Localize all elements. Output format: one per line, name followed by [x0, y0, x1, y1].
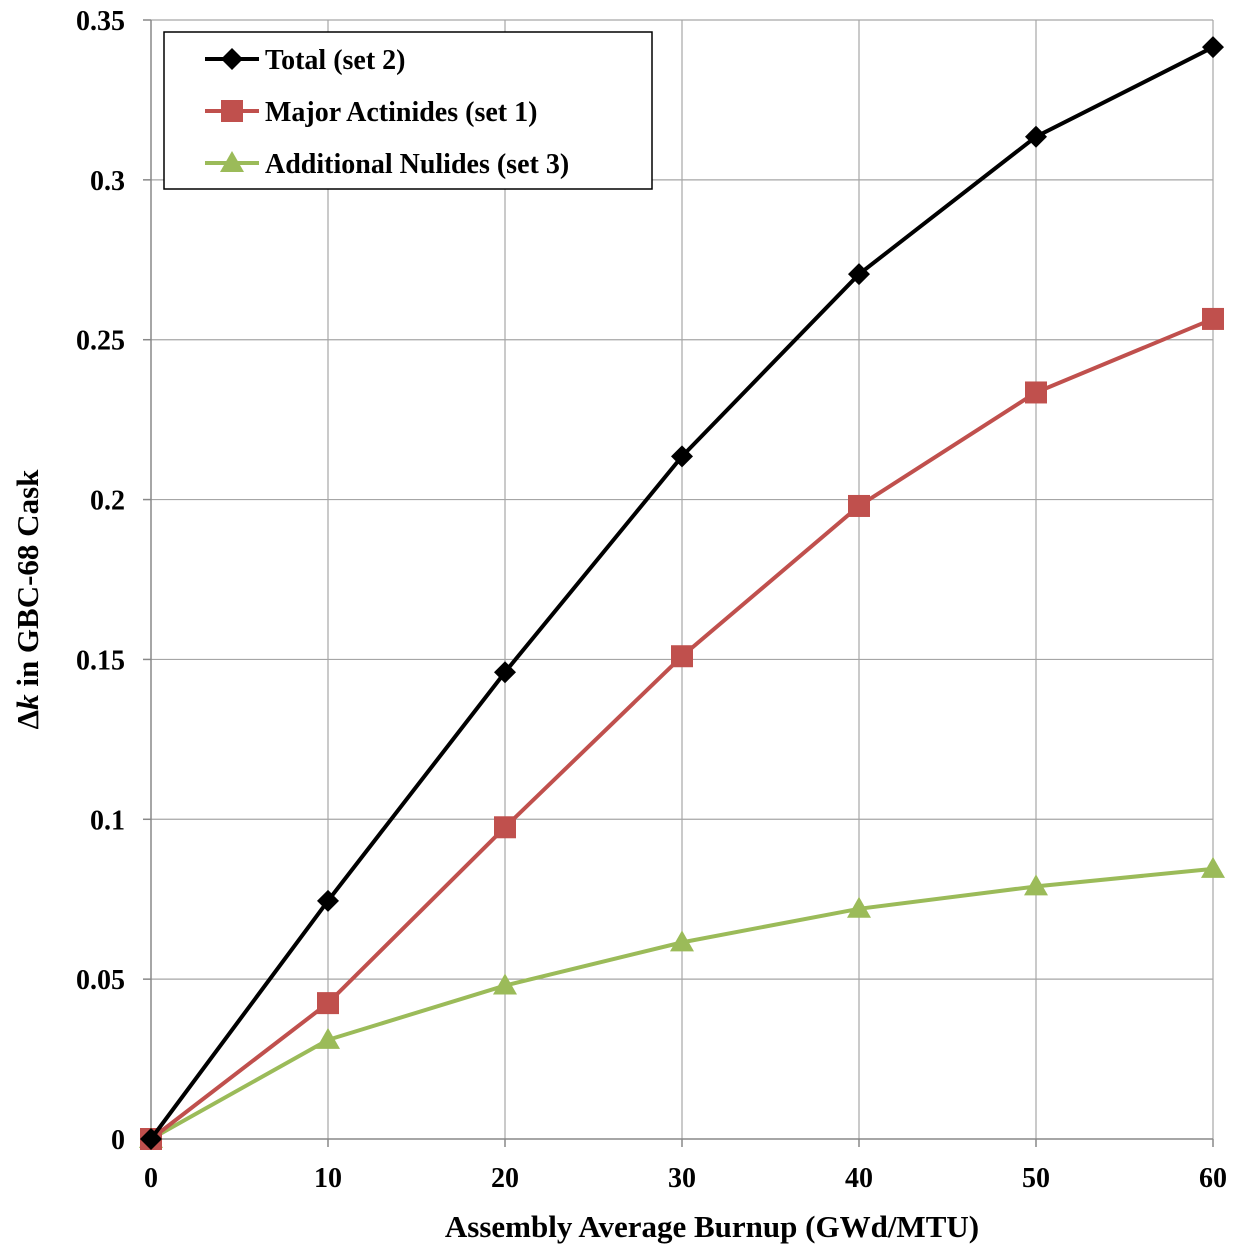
legend-marker-square — [221, 100, 243, 122]
data-point-diamond — [140, 1128, 162, 1150]
data-point-triangle — [670, 930, 694, 952]
y-tick-label: 0.05 — [76, 965, 125, 996]
y-tick-label: 0 — [111, 1125, 125, 1156]
data-point-triangle — [493, 973, 517, 995]
legend-entry: Additional Nulides (set 3) — [205, 149, 569, 180]
x-tick-label: 50 — [1022, 1163, 1050, 1194]
series-diamond — [140, 36, 1224, 1150]
y-tick-label: 0.15 — [76, 645, 125, 676]
data-point-triangle — [1201, 856, 1225, 878]
x-tick-label: 10 — [314, 1163, 342, 1194]
y-tick-label: 0.1 — [90, 805, 125, 836]
legend-entry: Total (set 2) — [205, 45, 406, 76]
data-point-square — [671, 645, 693, 668]
x-tick-label: 60 — [1199, 1163, 1227, 1194]
x-tick-label: 30 — [668, 1163, 696, 1194]
series-triangle — [139, 856, 1225, 1148]
data-point-diamond — [848, 263, 870, 286]
y-axis-title: Δk in GBC-68 Cask — [10, 469, 45, 729]
series-square — [140, 307, 1224, 1150]
legend-entry: Major Actinides (set 1) — [205, 97, 537, 128]
legend: Total (set 2) Major Actinides (set 1) Addi… — [163, 31, 653, 190]
data-point-square — [494, 816, 516, 839]
y-axis-title-variable: k — [10, 694, 45, 710]
data-point-diamond — [1025, 125, 1047, 148]
legend-label: Total (set 2) — [265, 45, 406, 76]
data-point-square — [1025, 381, 1047, 404]
x-tick-label: 20 — [491, 1163, 519, 1194]
data-point-square — [848, 494, 870, 517]
legend-label: Additional Nulides (set 3) — [265, 149, 569, 180]
series — [139, 36, 1225, 1150]
axes — [143, 19, 1214, 1147]
y-axis-title-suffix: in GBC-68 Cask — [10, 469, 45, 695]
data-point-diamond — [317, 889, 339, 912]
data-point-diamond — [671, 445, 693, 468]
y-axis-title-prefix: Δ — [10, 710, 45, 729]
data-point-square — [317, 992, 339, 1015]
tick-labels: 0 0.05 0.1 0.15 0.2 0.25 0.3 0.35 0 10 20 30 40 50 60 — [76, 6, 1227, 1194]
y-tick-label: 0.3 — [90, 166, 125, 197]
y-tick-label: 0.2 — [90, 486, 125, 517]
x-tick-label: 40 — [845, 1163, 873, 1194]
y-tick-label: 0.35 — [76, 6, 125, 37]
legend-marker-triangle — [220, 151, 244, 172]
data-point-diamond — [494, 661, 516, 684]
x-axis-title: Assembly Average Burnup (GWd/MTU) — [445, 1209, 979, 1244]
data-point-triangle — [1024, 874, 1048, 896]
data-point-triangle — [847, 896, 871, 918]
legend-marker-diamond — [221, 48, 243, 70]
data-point-square — [1202, 307, 1224, 330]
data-point-triangle — [316, 1027, 340, 1049]
data-point-diamond — [1202, 36, 1224, 59]
legend-label: Major Actinides (set 1) — [265, 97, 537, 128]
y-tick-label: 0.25 — [76, 326, 125, 357]
x-tick-label: 0 — [144, 1163, 158, 1194]
